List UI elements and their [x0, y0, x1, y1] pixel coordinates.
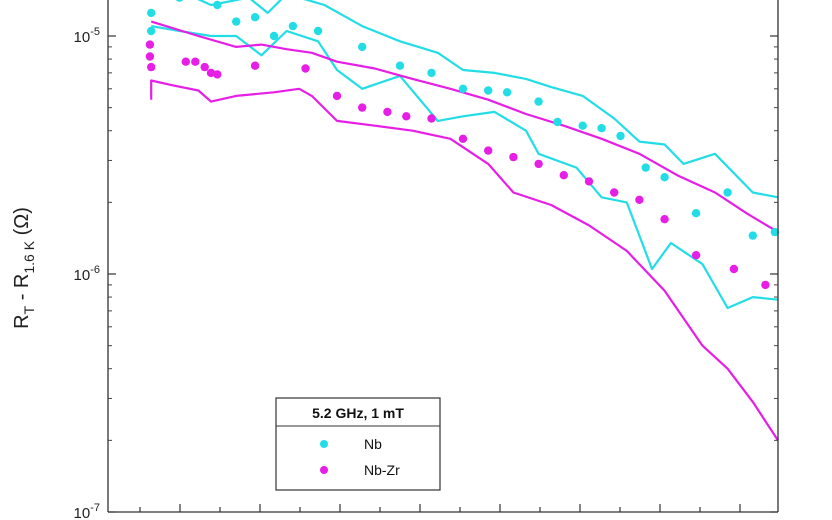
- legend-box: [275, 397, 441, 491]
- nb-zr-data-point: [509, 152, 518, 162]
- nb-zr-data-point: [534, 159, 543, 169]
- nb-zr-data-point: [610, 188, 619, 197]
- nb-zr-data-point: [147, 62, 156, 72]
- nb-data-point: [358, 42, 367, 52]
- nb-data-point: [232, 17, 241, 26]
- nb-data-point: [213, 0, 222, 10]
- nb-data-point: [770, 227, 780, 237]
- nb-zr-band-upper-line: [150, 20, 779, 234]
- nb-zr-data-point: [402, 112, 411, 121]
- nb-zr-data-point: [484, 146, 493, 155]
- nb-zr-data-point: [200, 62, 209, 72]
- nb-zr-data-point: [358, 103, 367, 112]
- nb-zr-data-point: [660, 215, 669, 224]
- nb-data-point: [597, 124, 606, 133]
- legend-marker-nb-zr: [320, 466, 328, 474]
- nb-data-point: [458, 84, 468, 94]
- nb-zr-data-point: [729, 264, 739, 274]
- nb-zr-data-point: [332, 91, 342, 101]
- nb-zr-data-point: [181, 57, 190, 66]
- nb-data-point: [641, 163, 650, 172]
- nb-band-upper-line: [197, 0, 779, 199]
- nb-data-point: [250, 13, 260, 22]
- nb-zr-data-point: [191, 57, 200, 66]
- legend-label-nb: Nb: [364, 436, 382, 452]
- y-ticks: 10-5 10-6 10-7: [74, 26, 778, 520]
- nb-data-point: [484, 86, 493, 95]
- nb-data-point: [147, 8, 156, 18]
- nb-data-point: [534, 97, 543, 106]
- nb-data-point: [691, 209, 701, 218]
- nb-zr-data-point: [145, 52, 155, 61]
- y-tick-label: 10-7: [74, 502, 100, 520]
- nb-zr-data-point: [458, 134, 468, 143]
- nb-zr-band-lower-line: [150, 79, 779, 442]
- legend-label-nb-zr: Nb-Zr: [364, 462, 400, 478]
- nb-data-point: [660, 173, 669, 182]
- nb-zr-data-point: [635, 195, 644, 204]
- nb-data-point: [288, 21, 298, 31]
- nb-zr-data-point: [213, 70, 222, 79]
- nb-zr-data-point: [761, 280, 770, 290]
- nb-band-lower-line: [151, 25, 779, 310]
- nb-zr-data-point: [691, 251, 701, 260]
- nb-zr-data-point: [301, 64, 310, 73]
- legend-title: 5.2 GHz, 1 mT: [312, 405, 404, 421]
- nb-data-point: [147, 26, 156, 36]
- nb-zr-data-point: [427, 114, 436, 123]
- nb-data-point: [313, 26, 323, 36]
- nb-data-point: [269, 31, 279, 41]
- nb-data-point: [553, 117, 562, 127]
- nb-data-point: [616, 131, 625, 141]
- nb-zr-data-point: [559, 171, 568, 180]
- nb-data-point: [395, 61, 405, 70]
- nb-data-point: [723, 188, 732, 197]
- legend: 5.2 GHz, 1 mT Nb Nb-Zr: [275, 397, 441, 491]
- nb-zr-data-point: [584, 177, 594, 186]
- nb-zr-data-point: [250, 61, 260, 70]
- nb-data-point: [578, 121, 587, 130]
- y-axis-label: RT - R1.6 K (Ω): [11, 207, 37, 329]
- series-bands: [150, 0, 779, 442]
- nb-data-point: [748, 231, 757, 240]
- series-points: [145, 0, 780, 290]
- y-tick-label: 10-5: [74, 26, 100, 46]
- y-tick-label: 10-6: [74, 264, 100, 284]
- nb-zr-data-point: [145, 40, 155, 49]
- nb-data-point: [502, 88, 512, 97]
- nb-zr-data-point: [383, 107, 392, 117]
- nb-zr-data-point: [206, 68, 216, 78]
- x-ticks: [139, 504, 741, 512]
- legend-marker-nb: [320, 440, 328, 448]
- nb-data-point: [176, 0, 183, 2]
- nb-data-point: [427, 68, 436, 78]
